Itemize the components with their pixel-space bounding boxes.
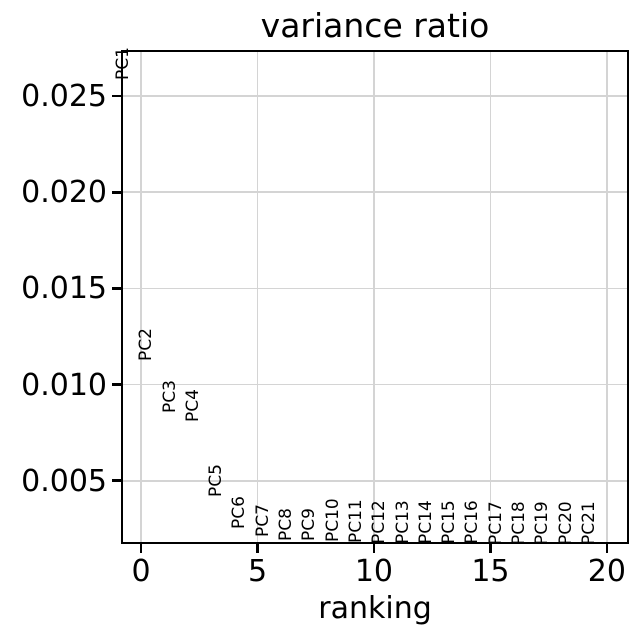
data-point-label: PC21: [578, 501, 599, 546]
x-tick-label: 0: [131, 554, 151, 589]
data-point-label: PC6: [229, 495, 250, 529]
gridline-horizontal: [123, 95, 627, 97]
data-point-label: PC13: [392, 499, 413, 544]
x-tick-mark: [605, 544, 609, 553]
data-point-label: PC19: [532, 501, 553, 545]
y-tick-label: 0.005: [21, 463, 107, 499]
x-tick-mark: [139, 544, 143, 553]
y-tick-label: 0.025: [21, 79, 107, 115]
data-point-label: PC2: [136, 327, 157, 361]
data-point-label: PC20: [555, 501, 576, 546]
gridline-vertical: [140, 52, 142, 542]
data-point-label: PC4: [182, 389, 203, 423]
gridline-horizontal: [123, 191, 627, 194]
gridline-horizontal: [123, 383, 627, 386]
y-tick-label: 0.010: [21, 367, 107, 403]
data-point-label: PC16: [462, 500, 483, 545]
data-point-label: PC10: [322, 498, 343, 542]
data-point-label: PC14: [415, 500, 436, 544]
data-point-label: PC15: [439, 500, 460, 545]
gridline-horizontal: [123, 479, 627, 482]
y-tick-mark: [112, 287, 121, 290]
data-point-label: PC1: [113, 46, 134, 80]
gridline-horizontal: [123, 287, 627, 290]
data-point-label: PC9: [299, 508, 320, 542]
data-point-label: PC12: [369, 499, 390, 544]
y-tick-mark: [112, 191, 121, 194]
x-tick-mark: [256, 544, 259, 553]
x-tick-label: 20: [587, 554, 626, 589]
data-point-label: PC8: [276, 507, 297, 541]
y-tick-mark: [112, 383, 121, 386]
x-tick-label: 5: [247, 554, 268, 589]
data-point-label: PC3: [159, 379, 180, 413]
data-point-label: PC17: [485, 500, 506, 545]
gridline-vertical: [256, 52, 259, 542]
y-tick-mark: [112, 479, 121, 482]
y-tick-label: 0.015: [21, 271, 107, 307]
plot-area: [121, 50, 629, 544]
gridline-vertical: [606, 52, 608, 542]
data-point-label: PC18: [508, 500, 529, 545]
data-point-label: PC7: [252, 503, 273, 537]
x-axis-label: ranking: [318, 591, 432, 626]
gridline-vertical: [489, 52, 492, 542]
data-point-label: PC11: [345, 499, 366, 544]
y-tick-label: 0.020: [21, 175, 107, 211]
y-tick-mark: [112, 94, 121, 98]
gridline-vertical: [373, 52, 375, 542]
x-tick-mark: [372, 544, 376, 553]
chart-title: variance ratio: [260, 6, 490, 45]
x-tick-label: 15: [471, 554, 510, 589]
x-tick-label: 10: [354, 554, 394, 589]
x-tick-mark: [489, 544, 492, 553]
data-point-label: PC5: [206, 464, 227, 498]
